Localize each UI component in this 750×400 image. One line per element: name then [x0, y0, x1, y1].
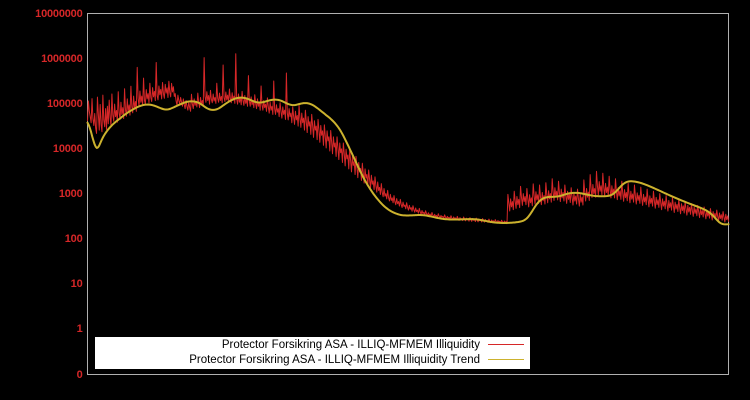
data-series-layer: [86, 53, 730, 226]
y-axis-tick-label: 100000: [46, 97, 83, 110]
y-axis-tick-label: 1000: [58, 188, 83, 200]
y-axis-tick-label: 1000000: [41, 52, 83, 65]
legend-label: Protector Forsikring ASA - ILLIQ-MFMEM I…: [221, 338, 480, 351]
y-axis-tick-label: 100: [64, 233, 83, 246]
legend-label: Protector Forsikring ASA - ILLIQ-MFMEM I…: [189, 353, 480, 366]
legend-entry: Protector Forsikring ASA - ILLIQ-MFMEM I…: [95, 352, 530, 367]
y-axis-tick-label: 10: [70, 278, 83, 291]
legend-color-swatch: [488, 359, 524, 360]
legend-color-swatch: [488, 344, 524, 345]
y-axis-tick-label: 0: [76, 368, 83, 381]
legend-entry: Protector Forsikring ASA - ILLIQ-MFMEM I…: [95, 337, 530, 352]
chart-legend: Protector Forsikring ASA - ILLIQ-MFMEM I…: [95, 337, 530, 369]
y-axis-tick-label: 10000000: [35, 7, 83, 20]
illiquidity-trend-line: [86, 96, 730, 226]
y-axis-tick-label: 1: [76, 323, 83, 336]
y-axis-tick-label: 10000: [52, 142, 83, 155]
